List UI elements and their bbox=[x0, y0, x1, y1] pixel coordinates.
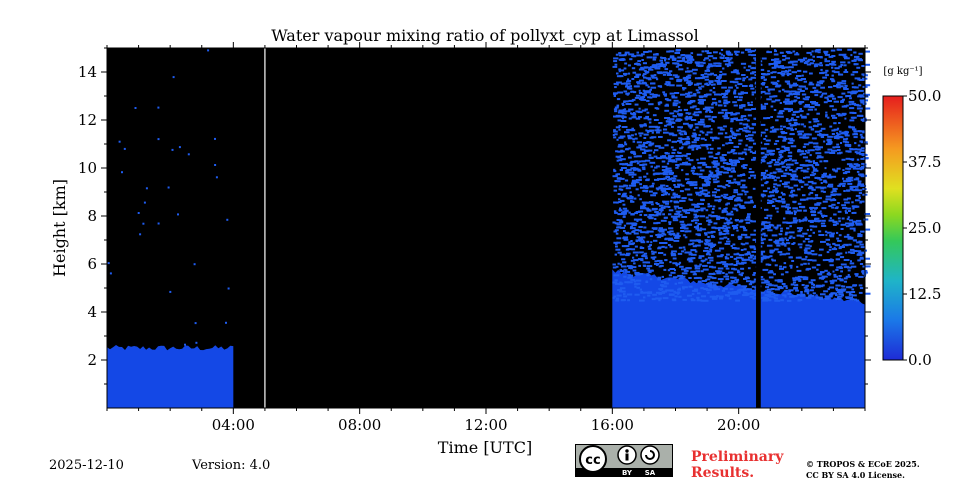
y-tick-label: 2 bbox=[87, 351, 97, 369]
data-gap bbox=[756, 48, 761, 408]
colorbar-unit-label: [g kg⁻¹] bbox=[883, 66, 922, 77]
copyright-note: © TROPOS & ECoE 2025. CC BY SA 4.0 Licen… bbox=[806, 459, 920, 481]
colorbar: [g kg⁻¹] 0.0 12.5 25.0 37.5 50.0 bbox=[882, 66, 941, 369]
evening-segment-noise bbox=[612, 48, 871, 302]
colorbar-tick-label: 50.0 bbox=[908, 87, 941, 105]
x-axis-label: Time [UTC] bbox=[438, 438, 532, 457]
preliminary-results-note: Preliminary Results. bbox=[691, 449, 783, 481]
preliminary-line1: Preliminary bbox=[691, 449, 784, 465]
colorbar-tick-label: 25.0 bbox=[908, 219, 941, 237]
evening-segment-boundary-layer bbox=[612, 269, 865, 408]
cc-sa-label: SA bbox=[645, 469, 656, 476]
night-segment bbox=[107, 49, 234, 408]
cc-by-label: BY bbox=[622, 469, 633, 476]
preliminary-line2: Results. bbox=[691, 465, 755, 481]
y-tick-label: 10 bbox=[78, 159, 97, 177]
y-tick-label: 4 bbox=[87, 303, 97, 321]
colorbar-gradient bbox=[882, 95, 904, 361]
cc-license-badge[interactable]: cc BY SA bbox=[575, 444, 673, 477]
colorbar-tick-label: 37.5 bbox=[908, 153, 941, 171]
colorbar-tick-label: 12.5 bbox=[908, 285, 941, 303]
plot-area bbox=[107, 48, 871, 408]
cc-badge-graphic: cc BY SA bbox=[576, 445, 672, 477]
copyright-line2: CC BY SA 4.0 License. bbox=[806, 470, 905, 480]
night-segment-boundary-layer bbox=[107, 345, 234, 408]
x-tick-label: 12:00 bbox=[464, 416, 507, 434]
colorbar-tick-label: 0.0 bbox=[908, 351, 932, 369]
y-tick-label: 12 bbox=[78, 111, 97, 129]
night-segment-noise bbox=[107, 49, 230, 346]
copyright-line1: © TROPOS & ECoE 2025. bbox=[806, 459, 920, 469]
x-tick-label: 16:00 bbox=[591, 416, 634, 434]
axes: 04:00 08:00 12:00 16:00 20:00 2 4 6 8 10 12 14 bbox=[78, 42, 871, 434]
footer-version: Version: 4.0 bbox=[192, 458, 271, 473]
sa-sharealike-icon bbox=[640, 445, 660, 465]
y-tick-label: 6 bbox=[87, 255, 97, 273]
x-tick-label: 20:00 bbox=[717, 416, 760, 434]
evening-segment bbox=[612, 48, 871, 408]
x-tick-label: 08:00 bbox=[338, 416, 381, 434]
y-tick-label: 14 bbox=[78, 63, 97, 81]
footer-date: 2025-12-10 bbox=[49, 458, 124, 473]
y-tick-label: 8 bbox=[87, 207, 97, 225]
cc-logo-icon bbox=[579, 445, 607, 473]
y-axis-label: Height [km] bbox=[50, 179, 69, 277]
cc-logo-text: cc bbox=[585, 453, 600, 468]
x-tick-label: 04:00 bbox=[212, 416, 255, 434]
chart-title: Water vapour mixing ratio of pollyxt_cyp… bbox=[271, 26, 698, 45]
